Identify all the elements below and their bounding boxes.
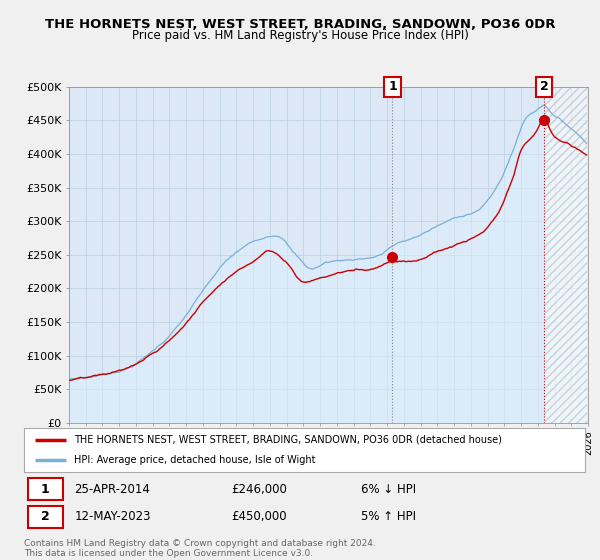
Text: £450,000: £450,000 <box>232 510 287 523</box>
FancyBboxPatch shape <box>28 478 63 500</box>
Text: Contains HM Land Registry data © Crown copyright and database right 2024.
This d: Contains HM Land Registry data © Crown c… <box>24 539 376 558</box>
Text: 25-APR-2014: 25-APR-2014 <box>74 483 151 496</box>
FancyBboxPatch shape <box>28 506 63 528</box>
Text: Price paid vs. HM Land Registry's House Price Index (HPI): Price paid vs. HM Land Registry's House … <box>131 29 469 42</box>
Text: 5% ↑ HPI: 5% ↑ HPI <box>361 510 416 523</box>
Text: 1: 1 <box>41 483 50 496</box>
Text: HPI: Average price, detached house, Isle of Wight: HPI: Average price, detached house, Isle… <box>74 455 316 465</box>
Text: THE HORNETS NEST, WEST STREET, BRADING, SANDOWN, PO36 0DR: THE HORNETS NEST, WEST STREET, BRADING, … <box>45 18 555 31</box>
Text: THE HORNETS NEST, WEST STREET, BRADING, SANDOWN, PO36 0DR (detached house): THE HORNETS NEST, WEST STREET, BRADING, … <box>74 435 502 445</box>
Text: 12-MAY-2023: 12-MAY-2023 <box>74 510 151 523</box>
Text: 2: 2 <box>539 80 548 94</box>
Text: 1: 1 <box>388 80 397 94</box>
Text: 2: 2 <box>41 510 50 523</box>
Text: £246,000: £246,000 <box>232 483 287 496</box>
Text: 6% ↓ HPI: 6% ↓ HPI <box>361 483 416 496</box>
